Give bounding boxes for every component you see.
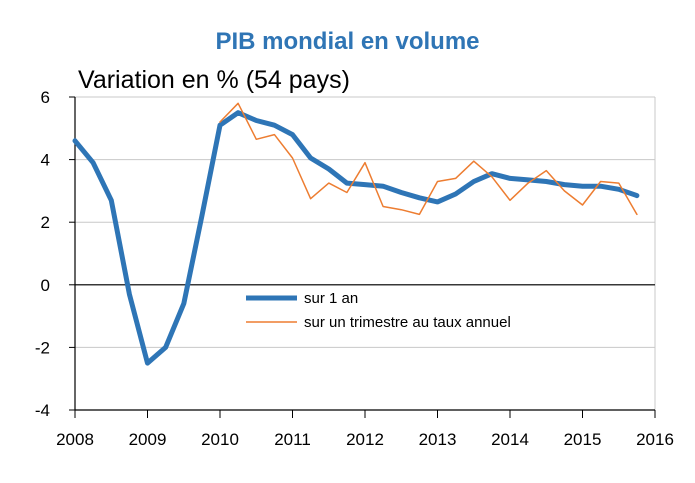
x-tick-label: 2011 <box>274 430 311 449</box>
y-axis-label: Variation en % (54 pays) <box>78 66 350 94</box>
y-tick-label: -4 <box>35 401 50 420</box>
x-tick-label: 2016 <box>636 430 674 449</box>
x-tick-label: 2008 <box>56 430 94 449</box>
x-tick-label: 2015 <box>564 430 602 449</box>
y-tick-label: -2 <box>35 338 50 357</box>
y-tick-label: 0 <box>41 276 50 295</box>
series-lines <box>72 102 640 366</box>
legend: sur 1 an sur un trimestre au taux annuel <box>246 290 511 331</box>
legend-label: sur 1 an <box>304 290 358 307</box>
gridlines <box>75 96 655 411</box>
chart-title: PIB mondial en volume <box>215 28 480 55</box>
x-tick-label: 2013 <box>419 430 457 449</box>
y-tick-label: 6 <box>41 88 50 107</box>
y-tick-label: 2 <box>41 213 50 232</box>
x-tick-label: 2012 <box>346 430 384 449</box>
x-tick-label: 2014 <box>491 430 529 449</box>
x-tick-label: 2009 <box>129 430 167 449</box>
series-line-sur-1-an <box>72 110 640 366</box>
legend-label: sur un trimestre au taux annuel <box>304 314 511 331</box>
y-tick-labels: 6 4 2 0 -2 -4 <box>35 88 50 420</box>
x-tick-label: 2010 <box>201 430 239 449</box>
y-tick-label: 4 <box>41 151 50 170</box>
x-tick-labels: 2008 2009 2010 2011 2012 2013 2014 2015 2016 <box>56 430 674 449</box>
series-line-trimestre <box>219 102 638 216</box>
axes <box>69 96 656 418</box>
